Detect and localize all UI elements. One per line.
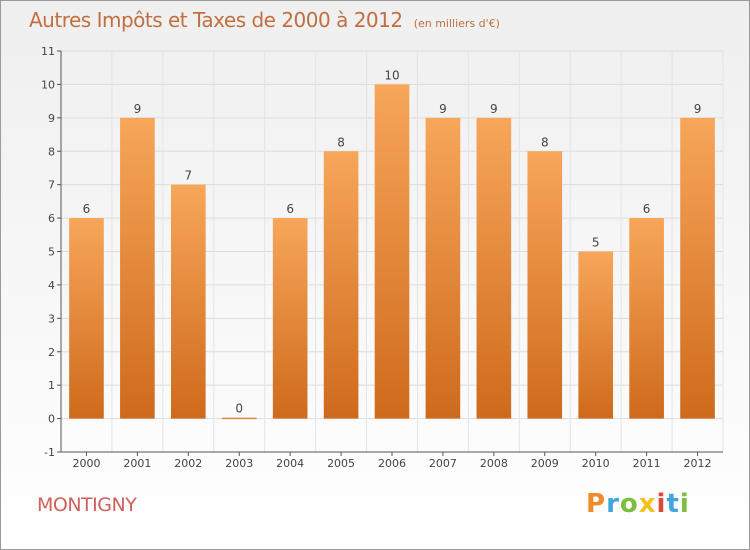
chart-subtitle: (en milliers d'€) [413,17,500,30]
commune-name: MONTIGNY [37,494,137,516]
bar-2000 [69,218,104,419]
y-tick-label: 2 [48,346,55,359]
bar-2012 [680,117,715,419]
x-tick-label-2000: 2000 [72,457,100,470]
data-label-2001: 9 [134,102,142,116]
x-tick-label-2005: 2005 [327,457,355,470]
bar-2011 [629,218,664,419]
data-label-2004: 6 [286,202,294,216]
y-tick-label: 4 [48,279,55,292]
data-label-2008: 9 [490,102,498,116]
data-label-2010: 5 [592,236,600,250]
bar-2010 [578,251,614,419]
x-tick-label-2009: 2009 [531,457,559,470]
y-tick-label: 9 [48,112,55,125]
y-tick-label: 5 [48,246,55,259]
bars [69,84,715,420]
data-label-2005: 8 [337,135,345,149]
bar-2001 [120,117,155,419]
x-tick-label-2006: 2006 [378,457,406,470]
bar-2008 [476,117,512,419]
bar-2009 [527,151,563,419]
bar-2005 [323,151,359,419]
bar-2006 [374,84,410,419]
y-tick-label: 8 [48,145,55,158]
y-tick-label: 10 [41,78,55,91]
y-tick-label: 3 [48,312,55,325]
x-tick-label-2011: 2011 [633,457,661,470]
y-tick-label: 11 [41,45,55,58]
chart-title-block: Autres Impôts et Taxes de 2000 à 2012 (e… [29,8,500,32]
y-tick-label: 6 [48,212,55,225]
x-tick-label-2008: 2008 [480,457,508,470]
data-label-2007: 9 [439,102,447,116]
chart-title: Autres Impôts et Taxes de 2000 à 2012 [29,8,403,32]
y-tick-label: -1 [44,446,55,459]
bar-2007 [425,117,461,419]
data-label-2011: 6 [643,202,651,216]
data-label-2000: 6 [83,202,91,216]
y-tick-label: 7 [48,179,55,192]
y-tick-label: 1 [48,379,55,392]
bar-2004 [272,218,308,419]
data-label-2006: 10 [384,68,399,82]
tick-labels: -1 0 1 2 3 4 5 6 7 8 9 10 11 2000 2001 2002 2003 2004 2005… [41,45,712,470]
data-label-2002: 7 [184,169,192,183]
x-tick-label-2001: 2001 [123,457,151,470]
bar-2002 [170,184,206,419]
data-label-2012: 9 [694,102,702,116]
data-labels: 6 9 7 0 6 8 10 9 9 8 5 6 9 [83,68,702,415]
data-label-2009: 8 [541,135,549,149]
proxiti-logo[interactable]: Proxiti [586,489,690,519]
x-tick-label-2007: 2007 [429,457,457,470]
x-tick-label-2003: 2003 [225,457,253,470]
axes [57,50,723,456]
x-tick-label-2004: 2004 [276,457,304,470]
x-tick-label-2012: 2012 [684,457,712,470]
x-tick-label-2002: 2002 [174,457,202,470]
data-label-2003: 0 [235,402,243,416]
bar-2003 [221,417,257,420]
x-tick-label-2010: 2010 [582,457,610,470]
y-tick-label: 0 [48,413,55,426]
